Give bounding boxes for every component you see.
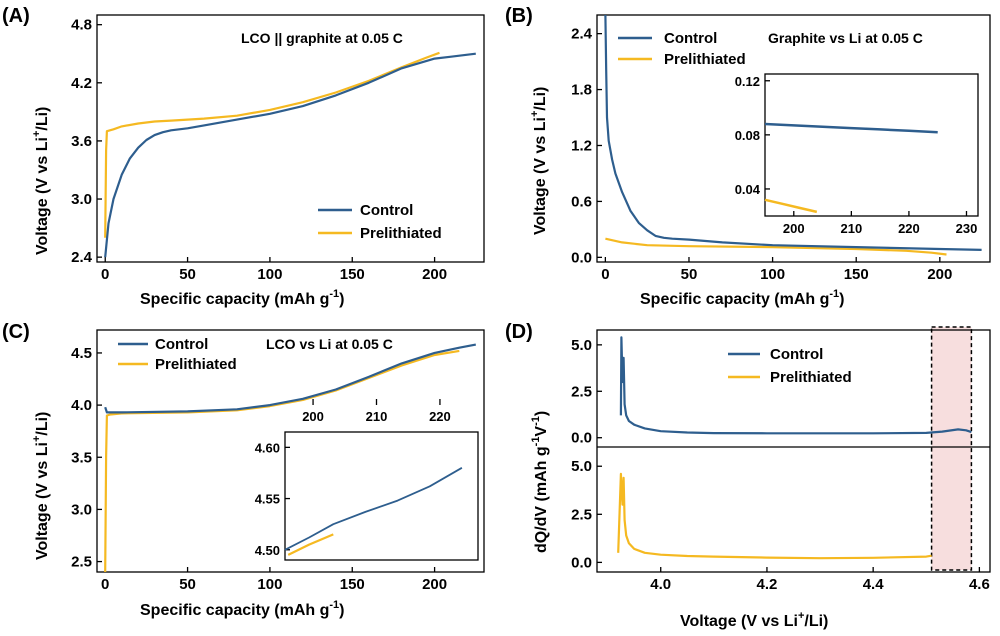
y-axis-a-tick-label: 2.4 — [71, 249, 93, 266]
legend-b-prelithiated-label: Prelithiated — [664, 51, 746, 68]
y-axis-b-tick-label: 1.8 — [571, 82, 592, 99]
x-axis-b-tick-label: 100 — [760, 266, 785, 283]
y-axis-c-tick-label: 4.0 — [71, 397, 92, 414]
inset-b-y-axis-tick-label: 0.08 — [735, 128, 760, 143]
x-axis-c-top-tick-label: 200 — [302, 409, 324, 424]
series-d-control — [619, 336, 972, 435]
ylabel-a: Voltage (V vs Li+/Li) — [31, 107, 51, 255]
legend-c-prelithiated-label: Prelithiated — [155, 356, 237, 373]
inset-b-background — [765, 74, 978, 216]
plot-frame-c — [96, 329, 485, 573]
panel-label-a: (A) — [2, 5, 30, 27]
xlabel-a: Specific capacity (mAh g-1) — [140, 288, 345, 308]
legend-a-prelithiated-label: Prelithiated — [360, 225, 442, 242]
plot-frame-b — [596, 14, 991, 263]
panel-label-c: (C) — [2, 321, 30, 343]
x-axis-c-tick-label: 100 — [257, 576, 282, 593]
x-axis-a-tick-label: 0 — [101, 266, 109, 283]
series-b-control — [604, 14, 982, 251]
ylabel-b: Voltage (V vs Li+/Li) — [529, 87, 549, 235]
plots-layer: 0 50 100 150 200 2.4 3.0 3.6 4.2 4.8 0 50 100 150 200 0… — [71, 14, 991, 593]
inset-b-x-axis-tick-label: 200 — [783, 221, 805, 236]
x-axis-a-tick-label: 100 — [257, 266, 282, 283]
inset-b-series-control — [764, 122, 938, 134]
inset-b-y-axis-tick-label: 0.04 — [735, 182, 761, 197]
x-axis-c-top-tick-label: 210 — [366, 409, 388, 424]
plot-frame-a — [96, 14, 485, 263]
x-axis-a-tick-label: 50 — [179, 266, 196, 283]
legend-c-control-label: Control — [155, 336, 208, 353]
x-axis-c-top-tick-label: 220 — [429, 409, 451, 424]
inset-frame-b — [764, 73, 979, 217]
y-axis-c-tick-label: 4.5 — [71, 345, 92, 362]
series-a-control — [104, 52, 476, 258]
x-axis-d-tick-label: 4.2 — [757, 576, 778, 593]
ylabel-c: Voltage (V vs Li+/Li) — [31, 412, 51, 560]
x-axis-c-tick-label: 50 — [179, 576, 196, 593]
legend-d-prelithiated-label: Prelithiated — [770, 369, 852, 386]
x-axis-b-tick-label: 50 — [681, 266, 698, 283]
inset-c-series-control — [284, 467, 463, 551]
x-axis-d-tick-label: 4.4 — [863, 576, 885, 593]
series-d-prelithiated — [617, 472, 932, 560]
y-axis-b-tick-label: 0.0 — [571, 249, 592, 266]
y-axis-c-tick-label: 2.5 — [71, 554, 92, 571]
y-axis-a-tick-label: 3.6 — [71, 133, 92, 150]
inset-c-y-axis-tick-label: 4.50 — [255, 543, 280, 558]
highlight-region — [930, 326, 973, 571]
inset-b-x-axis-tick-label: 230 — [956, 221, 978, 236]
y-axis-a-tick-label: 4.2 — [71, 75, 92, 92]
series-b-prelithiated — [605, 237, 947, 256]
x-axis-a-tick-label: 150 — [340, 266, 365, 283]
ylabel-d: dQ/dV (mAh g-1V-1) — [530, 411, 550, 553]
y-axis-b-tick-label: 0.6 — [571, 193, 592, 210]
y-axis-d-bottom-tick-label: 0.0 — [571, 554, 592, 571]
xlabel-b: Specific capacity (mAh g-1) — [640, 288, 845, 308]
y-axis-b-tick-label: 1.2 — [571, 137, 592, 154]
annotation-a: LCO || graphite at 0.05 C — [241, 30, 403, 46]
y-axis-d-top-tick-label: 5.0 — [571, 337, 592, 354]
x-axis-d-tick-label: 4.0 — [650, 576, 671, 593]
inset-c-background — [285, 432, 478, 560]
inset-c-y-axis-tick-label: 4.60 — [255, 440, 280, 455]
panel-label-b: (B) — [505, 5, 533, 27]
x-axis-b-tick-label: 0 — [601, 266, 609, 283]
annotation-b: Graphite vs Li at 0.05 C — [768, 30, 923, 46]
x-axis-b-tick-label: 200 — [927, 266, 952, 283]
x-axis-a-tick-label: 200 — [422, 266, 447, 283]
y-axis-d-bottom-tick-label: 5.0 — [571, 458, 592, 475]
series-a-prelithiated — [104, 51, 440, 238]
y-axis-a-tick-label: 3.0 — [71, 191, 92, 208]
inset-b-series-prelithiated — [764, 198, 818, 214]
inset-c-series-prelithiated — [287, 533, 334, 556]
series-c-control — [104, 343, 477, 414]
x-axis-c-tick-label: 150 — [340, 576, 365, 593]
legend-b-control-label: Control — [664, 30, 717, 47]
x-axis-c-tick-label: 0 — [101, 576, 109, 593]
legend-a-control-label: Control — [360, 202, 413, 219]
y-axis-a-tick-label: 4.8 — [71, 17, 92, 34]
y-axis-d-bottom-tick-label: 2.5 — [571, 506, 592, 523]
legend-d-control-label: Control — [770, 346, 823, 363]
y-axis-d-top-tick-label: 2.5 — [571, 383, 592, 400]
xlabel-d: Voltage (V vs Li+/Li) — [680, 610, 828, 630]
panel-label-d: (D) — [505, 321, 533, 343]
y-axis-c-tick-label: 3.5 — [71, 449, 92, 466]
x-axis-b-tick-label: 150 — [844, 266, 869, 283]
y-axis-d-top-tick-label: 0.0 — [571, 430, 592, 447]
y-axis-c-tick-label: 3.0 — [71, 501, 92, 518]
inset-b-y-axis-tick-label: 0.12 — [735, 74, 760, 89]
y-axis-b-tick-label: 2.4 — [571, 26, 593, 43]
inset-c-y-axis-tick-label: 4.55 — [255, 492, 280, 507]
x-axis-d-tick-label: 4.6 — [969, 576, 990, 593]
xlabel-c: Specific capacity (mAh g-1) — [140, 599, 345, 619]
inset-b-x-axis-tick-label: 220 — [898, 221, 920, 236]
inset-frame-c — [284, 431, 479, 561]
x-axis-c-tick-label: 200 — [422, 576, 447, 593]
plot-frame-d — [596, 329, 991, 573]
annotation-c: LCO vs Li at 0.05 C — [266, 336, 393, 352]
inset-b-x-axis-tick-label: 210 — [840, 221, 862, 236]
